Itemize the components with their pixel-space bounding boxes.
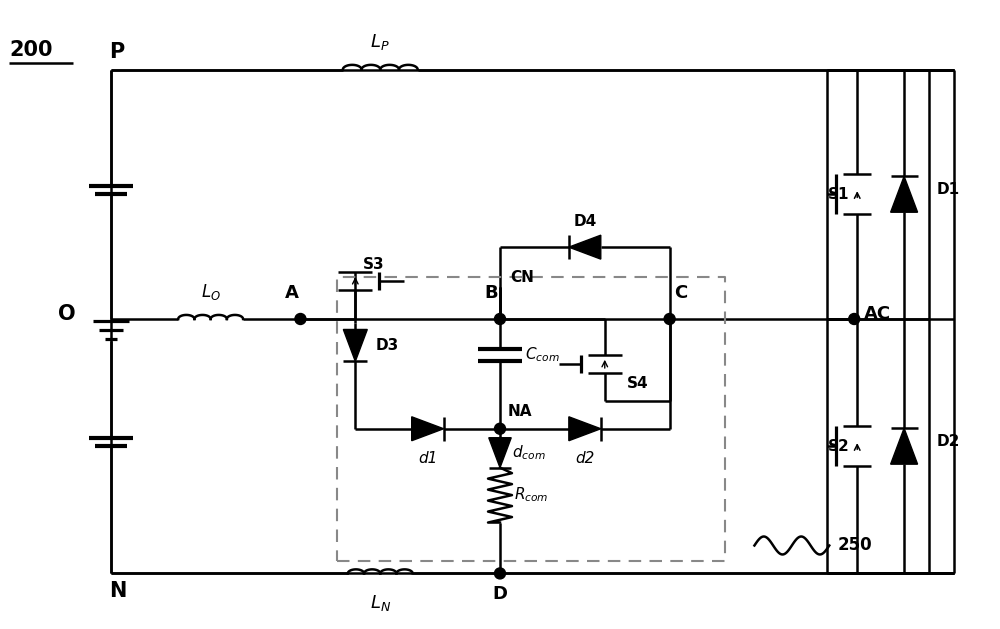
Polygon shape (569, 235, 601, 259)
Text: A: A (285, 284, 298, 302)
Text: D: D (492, 586, 508, 603)
Text: NA: NA (508, 404, 532, 419)
Circle shape (295, 313, 306, 325)
Polygon shape (412, 417, 444, 441)
Circle shape (495, 313, 505, 325)
Circle shape (664, 313, 675, 325)
Text: d2: d2 (575, 451, 594, 465)
Text: $d_{com}$: $d_{com}$ (512, 443, 546, 462)
Polygon shape (569, 417, 601, 441)
Text: $L_O$: $L_O$ (201, 282, 221, 302)
Text: $R_{com}$: $R_{com}$ (514, 486, 549, 504)
Text: D1: D1 (937, 182, 960, 197)
Text: S4: S4 (627, 376, 648, 391)
Text: $C_{com}$: $C_{com}$ (525, 345, 560, 364)
Text: 250: 250 (837, 537, 872, 555)
Text: B: B (484, 284, 498, 302)
Circle shape (495, 568, 505, 579)
Circle shape (495, 423, 505, 434)
Text: S1: S1 (828, 187, 849, 202)
Text: O: O (58, 304, 76, 324)
Text: D3: D3 (375, 338, 399, 353)
Text: C: C (675, 284, 688, 302)
Circle shape (849, 313, 860, 325)
Text: 200: 200 (9, 40, 53, 60)
Text: $L_N$: $L_N$ (370, 593, 391, 613)
Text: AC: AC (864, 305, 891, 323)
Polygon shape (343, 330, 367, 362)
Text: D4: D4 (573, 214, 596, 229)
Text: $L_P$: $L_P$ (370, 31, 390, 52)
Text: P: P (109, 42, 124, 62)
Polygon shape (489, 438, 511, 467)
Text: S2: S2 (827, 438, 849, 454)
Text: D2: D2 (937, 434, 960, 448)
Polygon shape (891, 176, 918, 212)
Text: N: N (109, 581, 126, 601)
Text: CN: CN (510, 270, 534, 285)
Text: S3: S3 (363, 257, 385, 272)
Text: d1: d1 (418, 451, 437, 465)
Polygon shape (891, 428, 918, 464)
